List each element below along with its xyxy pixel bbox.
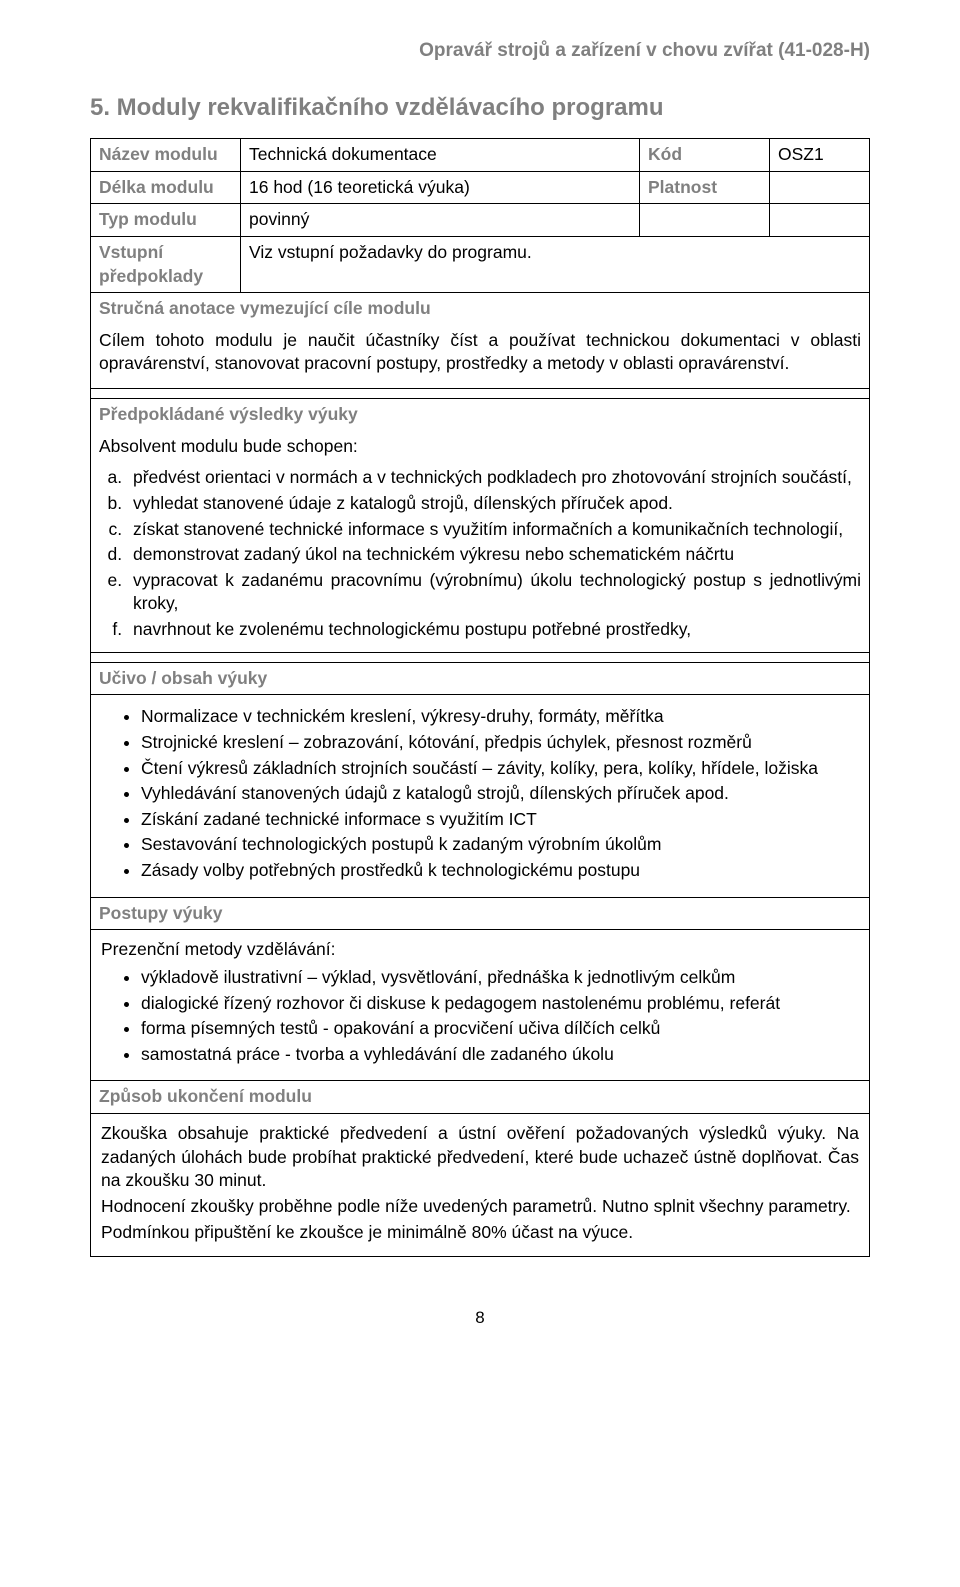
- list-item: demonstrovat zadaný úkol na technickém v…: [127, 543, 861, 567]
- value-typ: povinný: [241, 204, 640, 237]
- label-kod: Kód: [640, 139, 770, 172]
- list-item: předvést orientaci v normách a v technic…: [127, 466, 861, 490]
- postupy-intro: Prezenční metody vzdělávání:: [101, 938, 859, 962]
- table-row: Stručná anotace vymezující cíle modulu C…: [91, 293, 870, 389]
- doc-header: Opravář strojů a zařízení v chovu zvířat…: [90, 38, 870, 64]
- value-vstup: Viz vstupní požadavky do programu.: [241, 236, 870, 292]
- label-vstup: Vstupní předpoklady: [91, 236, 241, 292]
- module-info-table: Název modulu Technická dokumentace Kód O…: [90, 138, 870, 663]
- empty-cell: [640, 204, 770, 237]
- page-container: Opravář strojů a zařízení v chovu zvířat…: [0, 0, 960, 1370]
- results-header: Předpokládané výsledky výuky: [99, 403, 861, 427]
- empty-cell: [770, 204, 870, 237]
- list-item: Strojnické kreslení – zobrazování, kótov…: [141, 731, 859, 755]
- results-list: předvést orientaci v normách a v technic…: [99, 466, 861, 641]
- spacer-row: [91, 389, 870, 399]
- list-item: Získání zadané technické informace s vyu…: [141, 808, 859, 832]
- postupy-block: Prezenční metody vzdělávání: výkladově i…: [90, 930, 870, 1080]
- label-typ: Typ modulu: [91, 204, 241, 237]
- postupy-header: Postupy výuky: [90, 897, 870, 931]
- table-row: Předpokládané výsledky výuky Absolvent m…: [91, 399, 870, 653]
- value-nazev: Technická dokumentace: [241, 139, 640, 172]
- value-platnost: [770, 171, 870, 204]
- section-heading: 5. Moduly rekvalifikačního vzdělávacího …: [90, 92, 870, 124]
- value-delka: 16 hod (16 teoretická výuka): [241, 171, 640, 204]
- results-cell: Předpokládané výsledky výuky Absolvent m…: [91, 399, 870, 653]
- list-item: vyhledat stanovené údaje z katalogů stro…: [127, 492, 861, 516]
- table-row: Délka modulu 16 hod (16 teoretická výuka…: [91, 171, 870, 204]
- table-row: Typ modulu povinný: [91, 204, 870, 237]
- label-nazev: Název modulu: [91, 139, 241, 172]
- list-item: navrhnout ke zvolenému technologickému p…: [127, 618, 861, 642]
- annotation-text: Cílem tohoto modulu je naučit účastníky …: [99, 329, 861, 376]
- ukonceni-p1: Zkouška obsahuje praktické předvedení a …: [101, 1122, 859, 1193]
- list-item: Čtení výkresů základních strojních součá…: [141, 757, 859, 781]
- list-item: výkladově ilustrativní – výklad, vysvětl…: [141, 966, 859, 990]
- label-delka: Délka modulu: [91, 171, 241, 204]
- annotation-cell: Stručná anotace vymezující cíle modulu C…: [91, 293, 870, 389]
- spacer-row: [91, 652, 870, 662]
- results-intro: Absolvent modulu bude schopen:: [99, 435, 861, 459]
- list-item: samostatná práce - tvorba a vyhledávání …: [141, 1043, 859, 1067]
- ukonceni-p2: Hodnocení zkoušky proběhne podle níže uv…: [101, 1195, 859, 1219]
- label-platnost: Platnost: [640, 171, 770, 204]
- ukonceni-header: Způsob ukončení modulu: [90, 1080, 870, 1114]
- page-number: 8: [90, 1307, 870, 1330]
- list-item: Normalizace v technickém kreslení, výkre…: [141, 705, 859, 729]
- postupy-list: výkladově ilustrativní – výklad, vysvětl…: [101, 966, 859, 1067]
- table-row: Vstupní předpoklady Viz vstupní požadavk…: [91, 236, 870, 292]
- value-kod: OSZ1: [770, 139, 870, 172]
- ucivo-list: Normalizace v technickém kreslení, výkre…: [101, 705, 859, 882]
- list-item: dialogické řízený rozhovor či diskuse k …: [141, 992, 859, 1016]
- table-row: Název modulu Technická dokumentace Kód O…: [91, 139, 870, 172]
- ucivo-header: Učivo / obsah výuky: [90, 663, 870, 696]
- ucivo-block: Normalizace v technickém kreslení, výkre…: [90, 695, 870, 896]
- list-item: získat stanovené technické informace s v…: [127, 518, 861, 542]
- list-item: Zásady volby potřebných prostředků k tec…: [141, 859, 859, 883]
- ukonceni-block: Zkouška obsahuje praktické předvedení a …: [90, 1114, 870, 1257]
- list-item: vypracovat k zadanému pracovnímu (výrobn…: [127, 569, 861, 616]
- ukonceni-p3: Podmínkou připuštění ke zkoušce je minim…: [101, 1221, 859, 1245]
- list-item: Sestavování technologických postupů k za…: [141, 833, 859, 857]
- annotation-header: Stručná anotace vymezující cíle modulu: [99, 297, 861, 321]
- list-item: Vyhledávání stanovených údajů z katalogů…: [141, 782, 859, 806]
- list-item: forma písemných testů - opakování a proc…: [141, 1017, 859, 1041]
